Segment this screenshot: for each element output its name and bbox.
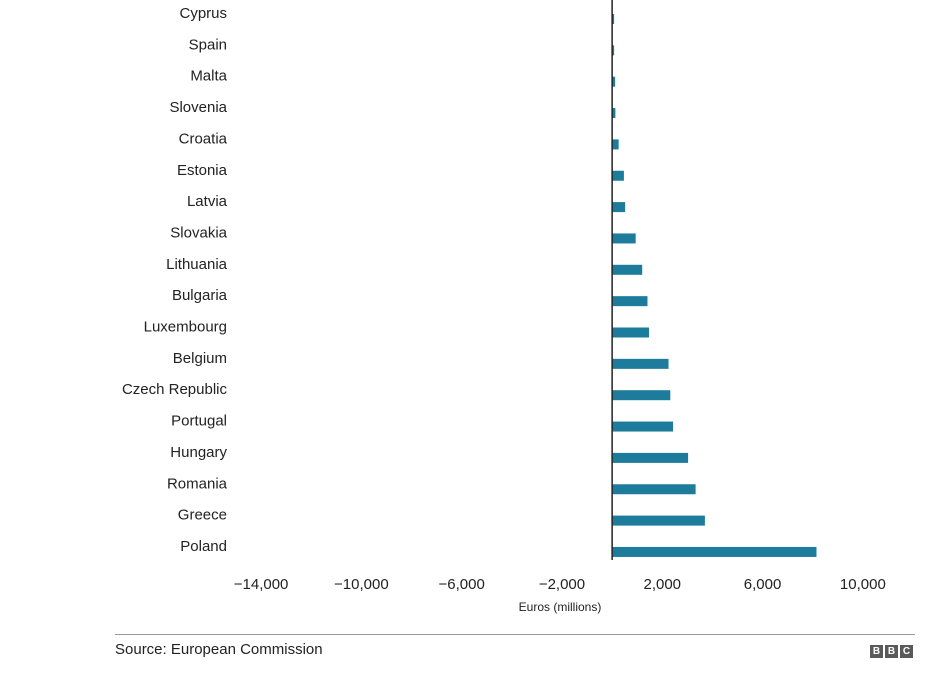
category-label-spain: Spain: [189, 36, 227, 53]
category-label-latvia: Latvia: [187, 193, 228, 210]
x-tick-label: −6,000: [439, 576, 485, 593]
bar-spain: [612, 45, 615, 56]
bbc-logo-letter-b2: B: [885, 645, 898, 658]
category-label-croatia: Croatia: [179, 130, 228, 147]
x-tick-labels: −14,000 −10,000 −6,000 −2,000 2,000 6,000 10,0…: [234, 576, 886, 593]
category-label-greece: Greece: [178, 507, 227, 524]
bar-slovenia: [612, 108, 616, 119]
bar-estonia: [612, 170, 624, 181]
bar-czech-republic: [612, 390, 671, 401]
category-label-hungary: Hungary: [170, 444, 227, 461]
bar-poland: [612, 546, 817, 557]
category-label-luxembourg: Luxembourg: [144, 319, 227, 336]
footer-divider: [115, 634, 915, 635]
category-label-bulgaria: Bulgaria: [172, 287, 228, 304]
bars-group: [612, 14, 817, 557]
bbc-logo-letter-c: C: [900, 645, 913, 658]
x-tick-label: −10,000: [334, 576, 389, 593]
category-label-estonia: Estonia: [177, 162, 228, 179]
bar-slovakia: [612, 233, 636, 244]
category-label-poland: Poland: [180, 538, 227, 555]
bar-latvia: [612, 202, 626, 213]
bar-malta: [612, 76, 616, 87]
chart: Cyprus Spain Malta Slovenia Croatia Estonia La…: [122, 0, 886, 614]
category-label-belgium: Belgium: [173, 350, 227, 367]
source-note: Source: European Commission: [115, 641, 323, 658]
category-label-slovakia: Slovakia: [170, 224, 227, 241]
category-label-cyprus: Cyprus: [179, 5, 227, 22]
bar-greece: [612, 515, 705, 526]
bar-luxembourg: [612, 327, 649, 338]
bar-bulgaria: [612, 296, 648, 307]
x-tick-label: −14,000: [234, 576, 289, 593]
x-tick-label: 2,000: [643, 576, 681, 593]
bar-lithuania: [612, 264, 643, 275]
x-tick-label: 10,000: [840, 576, 886, 593]
category-label-malta: Malta: [190, 68, 227, 85]
bar-croatia: [612, 139, 619, 150]
bar-cyprus: [612, 14, 615, 24]
bar-romania: [612, 484, 696, 495]
bbc-logo: B B C: [870, 645, 913, 658]
category-label-romania: Romania: [167, 475, 228, 492]
category-labels: Cyprus Spain Malta Slovenia Croatia Estonia La…: [122, 5, 228, 555]
x-tick-label: 6,000: [744, 576, 782, 593]
x-axis-title: Euros (millions): [519, 600, 602, 614]
category-label-lithuania: Lithuania: [166, 256, 228, 273]
category-label-portugal: Portugal: [171, 413, 227, 430]
bar-hungary: [612, 452, 689, 463]
bar-portugal: [612, 421, 674, 432]
category-label-czech-republic: Czech Republic: [122, 381, 228, 398]
x-tick-label: −2,000: [539, 576, 585, 593]
category-label-slovenia: Slovenia: [169, 99, 227, 116]
bar-belgium: [612, 358, 669, 369]
bbc-logo-letter-b1: B: [870, 645, 883, 658]
